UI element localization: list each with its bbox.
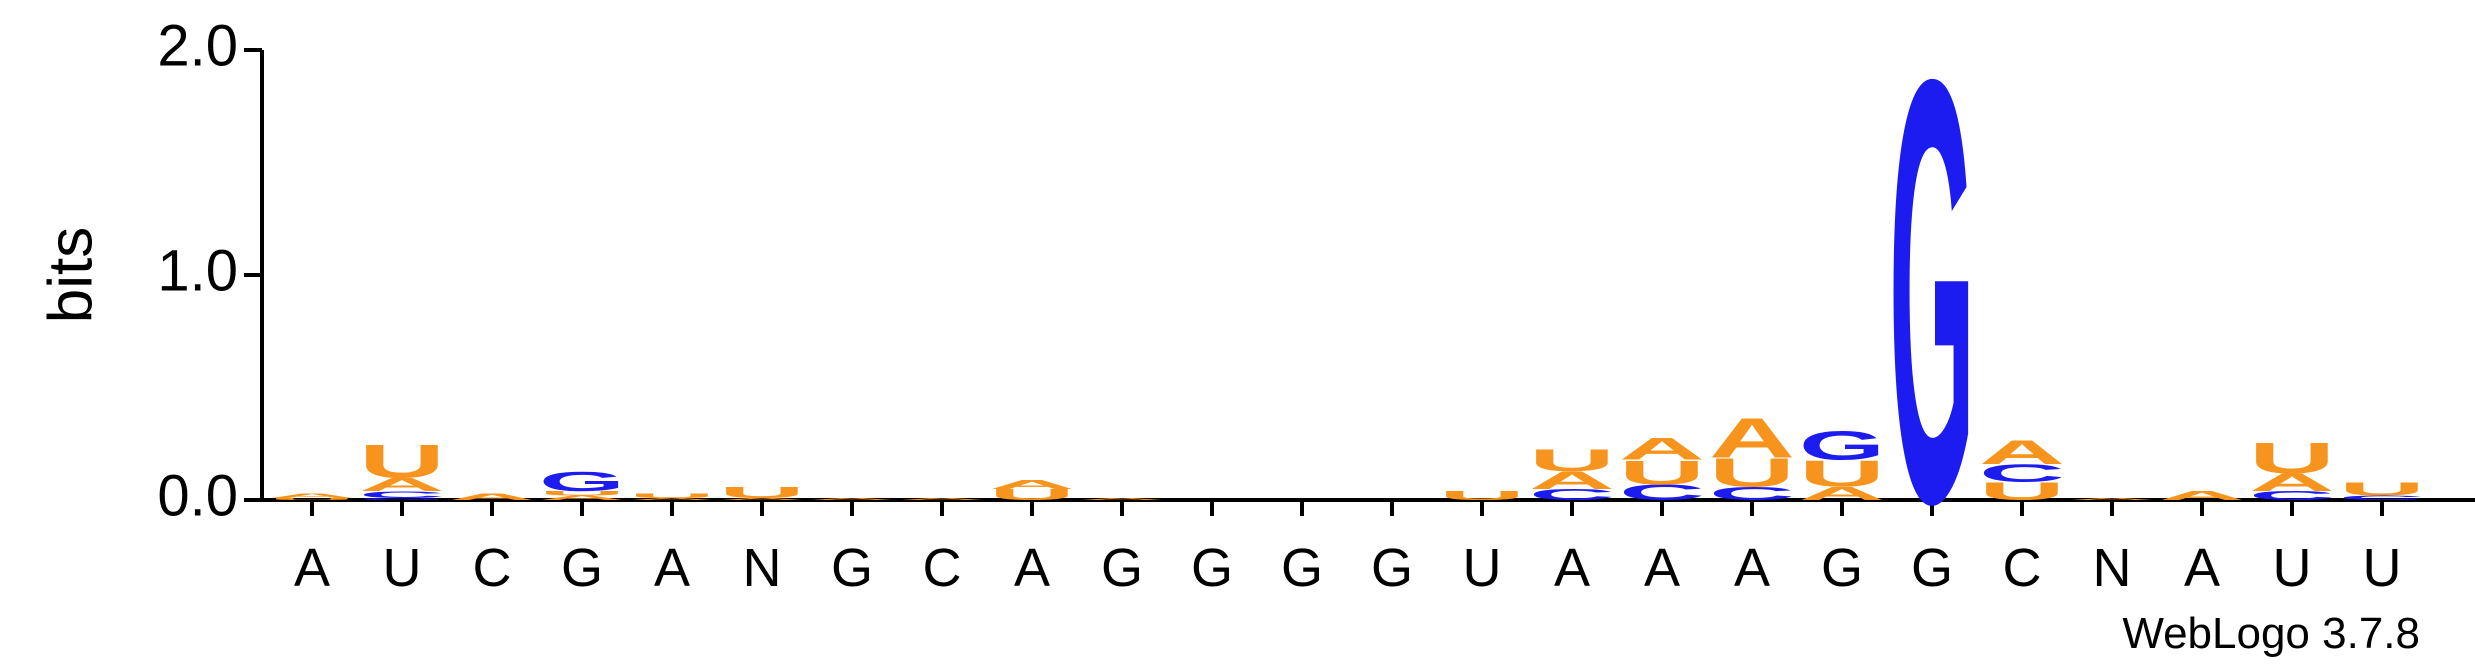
- logo-letter: A: [539, 494, 625, 501]
- x-tick-label: A: [1014, 538, 1050, 598]
- x-tick-label: N: [2093, 538, 2132, 598]
- footer: WebLogo 3.7.8: [2122, 609, 2420, 658]
- logo-letter: U: [719, 484, 805, 501]
- logo-letter: U: [1799, 453, 1885, 495]
- logo-letter: C: [1529, 486, 1615, 503]
- logo-letter: A: [1709, 407, 1795, 470]
- logo-letter: C: [2249, 489, 2335, 503]
- logo-letter: U: [1709, 450, 1795, 496]
- logo-letter: U: [2249, 434, 2335, 483]
- logo-letter: A: [1529, 466, 1615, 494]
- y-tick-label: 0.0: [157, 463, 238, 528]
- x-tick-label: A: [1554, 538, 1590, 598]
- x-tick-label: A: [654, 538, 690, 598]
- logo-letter: A: [449, 492, 535, 502]
- logo-letter: A: [809, 497, 895, 500]
- x-tick-label: G: [1101, 538, 1143, 598]
- x-tick-label: G: [1191, 538, 1233, 598]
- x-tick-label: A: [2184, 538, 2220, 598]
- x-tick-label: G: [1911, 538, 1953, 598]
- logo-letter: G: [539, 466, 625, 497]
- x-tick-label: U: [2273, 538, 2312, 598]
- logo-letter: A: [359, 474, 445, 495]
- logo-letter: A: [899, 497, 985, 500]
- logo-letter: A: [629, 497, 715, 500]
- logo-letter: A: [2069, 497, 2155, 500]
- x-tick-label: U: [1463, 538, 1502, 598]
- x-tick-label: G: [561, 538, 603, 598]
- logo-letter: U: [989, 486, 1075, 503]
- x-tick-label: C: [923, 538, 962, 598]
- y-tick-label: 2.0: [157, 13, 238, 78]
- logo-letter: U: [1529, 443, 1615, 478]
- logo-letter: U: [539, 490, 625, 497]
- logo-letter: C: [2339, 494, 2425, 501]
- x-tick-label: G: [1371, 538, 1413, 598]
- x-tick-label: N: [743, 538, 782, 598]
- logo-letter: U: [2339, 479, 2425, 500]
- logo-letter: A: [1799, 483, 1885, 504]
- x-tick-label: A: [1734, 538, 1770, 598]
- logo-letter: A: [1079, 497, 1165, 500]
- logo-letter: C: [1709, 483, 1795, 504]
- logo-letter: U: [1619, 453, 1705, 491]
- logo-letter: C: [1979, 460, 2065, 488]
- logo-letter: A: [989, 477, 1075, 491]
- logo-letter: U: [269, 497, 355, 500]
- logo-letter: A: [269, 492, 355, 499]
- x-tick-label: A: [1644, 538, 1680, 598]
- logo-letter: U: [629, 492, 715, 499]
- logo-letter: C: [359, 489, 445, 499]
- logo-letter: A: [2249, 469, 2335, 497]
- y-axis-label: bits: [36, 227, 105, 323]
- logo-letter: A: [1619, 432, 1705, 467]
- logo-letter: G: [1889, 0, 1975, 628]
- y-tick-label: 1.0: [157, 238, 238, 303]
- logo-letter: A: [1979, 433, 2065, 471]
- logo-letter: G: [359, 497, 445, 501]
- x-tick-label: U: [383, 538, 422, 598]
- x-tick-label: C: [2003, 538, 2042, 598]
- logo-letter: C: [1619, 480, 1705, 505]
- x-tick-label: G: [1281, 538, 1323, 598]
- logo-letter: G: [1799, 423, 1885, 468]
- x-tick-label: U: [2363, 538, 2402, 598]
- logo-letter: U: [359, 436, 445, 488]
- logo-letter: U: [1979, 478, 2065, 506]
- logo-letter: A: [2159, 489, 2245, 503]
- logo-letter: A: [719, 497, 805, 500]
- x-tick-label: G: [831, 538, 873, 598]
- x-tick-label: A: [294, 538, 330, 598]
- x-tick-label: C: [473, 538, 512, 598]
- x-tick-label: G: [1821, 538, 1863, 598]
- logo-letter: U: [1439, 489, 1525, 503]
